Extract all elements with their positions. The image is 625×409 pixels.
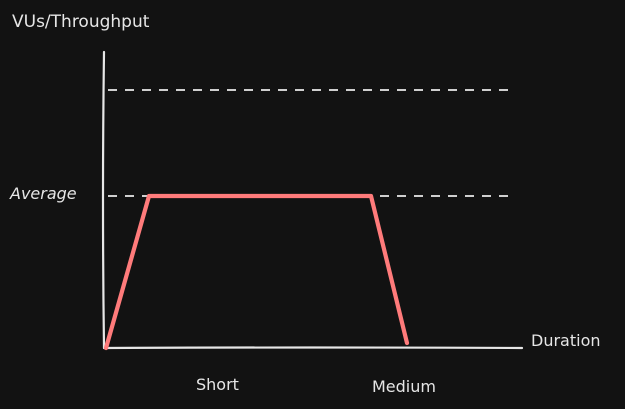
x-category-label-medium: Medium	[372, 377, 436, 396]
x-axis	[102, 346, 524, 350]
x-category-label-short: Short	[196, 375, 239, 394]
load-profile-line	[103, 193, 410, 351]
average-label: Average	[9, 184, 77, 203]
y-axis	[101, 50, 106, 350]
x-axis-title: Duration	[531, 331, 601, 350]
y-axis-title: VUs/Throughput	[12, 12, 150, 32]
